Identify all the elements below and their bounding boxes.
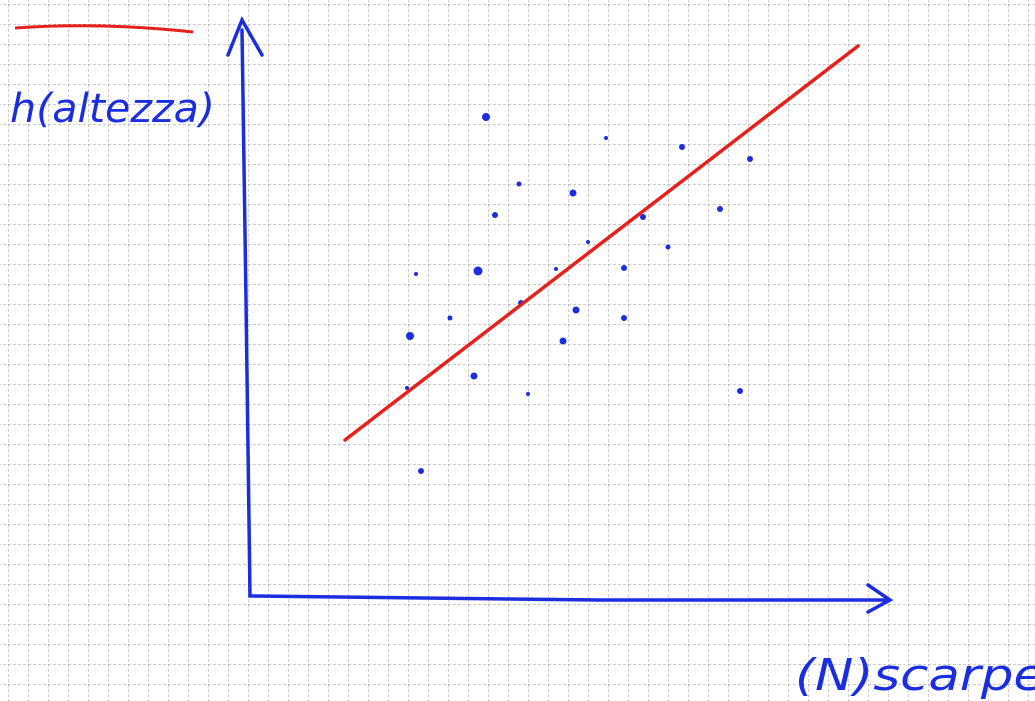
notebook-sketch: h(altezza) (N)scarpe — [0, 0, 1035, 701]
y-axis-label: h(altezza) — [10, 86, 215, 132]
x-axis-label: (N)scarpe — [795, 650, 1035, 701]
